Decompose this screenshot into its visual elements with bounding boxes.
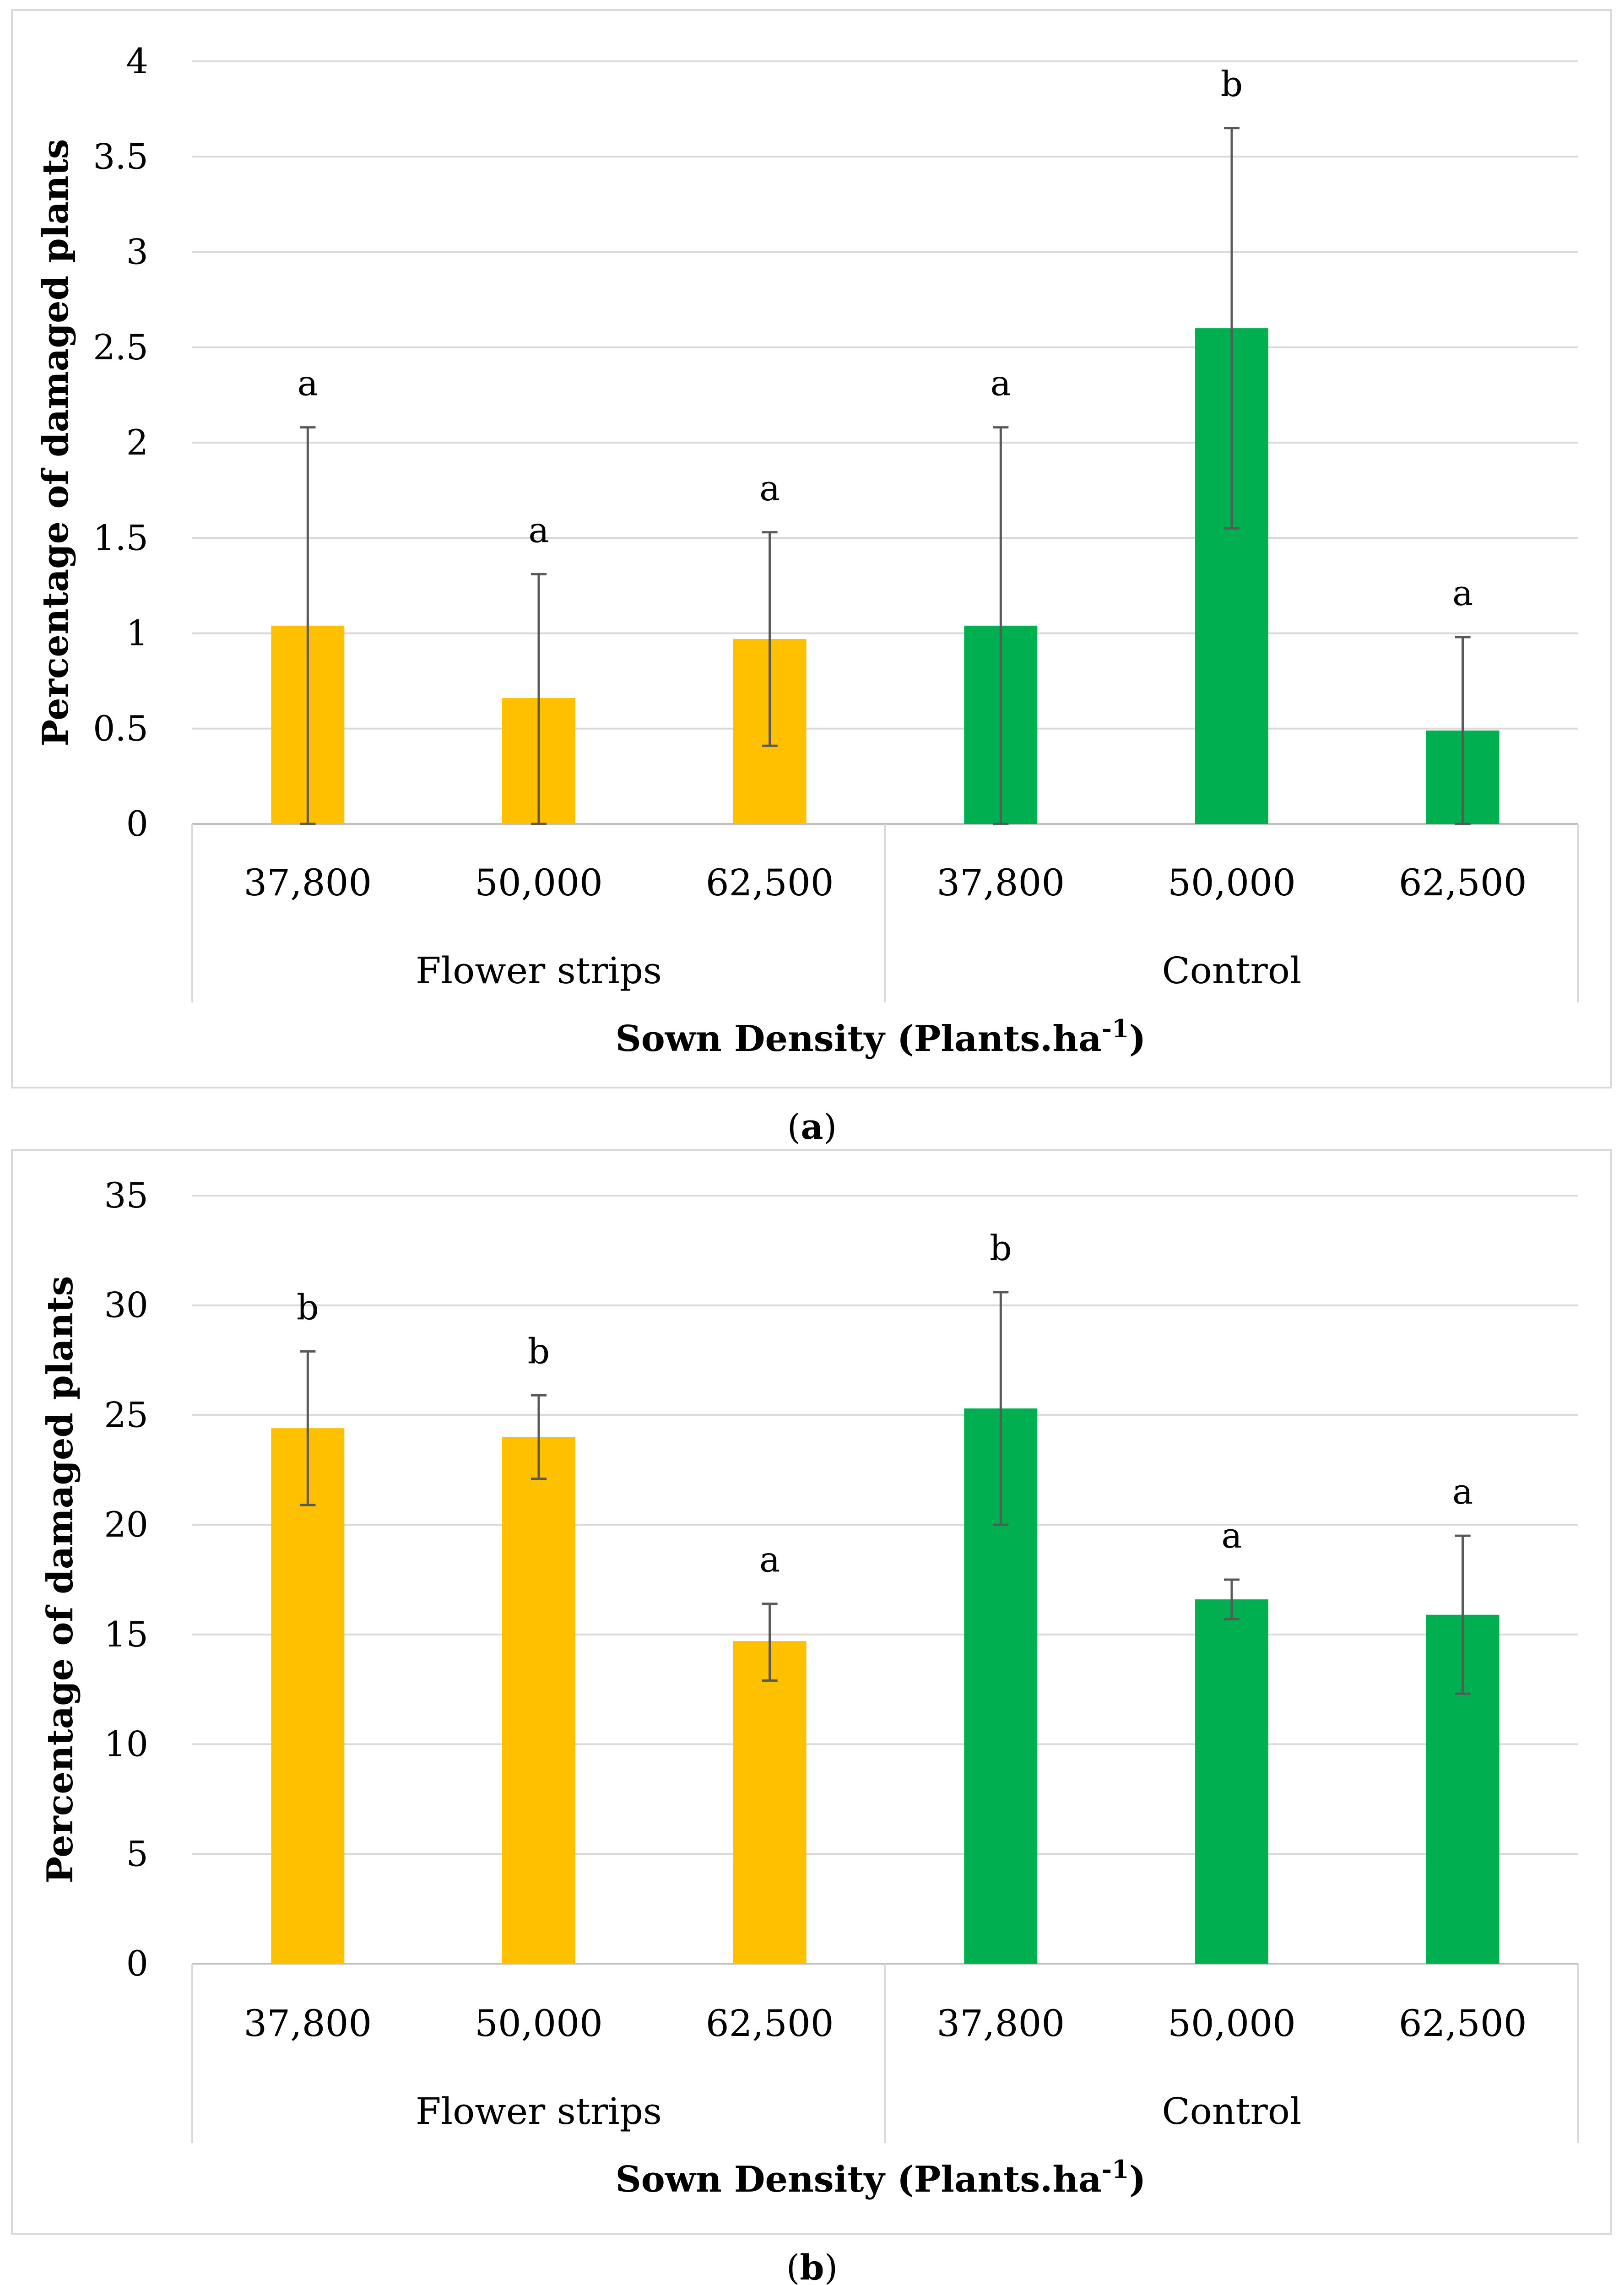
y-tick-label: 30: [104, 1285, 148, 1326]
y-axis-title: Percentage of damaged plants: [35, 139, 76, 746]
x-axis-title: Sown Density (Plants.ha-1): [615, 1014, 1146, 1060]
y-tick-label: 15: [104, 1614, 148, 1655]
significance-label: b: [990, 1228, 1012, 1268]
significance-label: a: [298, 363, 318, 404]
y-tick-label: 25: [104, 1394, 148, 1435]
x-tick-label: 62,500: [706, 861, 834, 904]
x-tick-label: 37,800: [244, 2002, 372, 2045]
group-label: Flower strips: [416, 949, 662, 992]
y-tick-label: 1: [126, 613, 148, 654]
x-tick-label: 50,000: [475, 861, 603, 904]
significance-label: a: [1221, 1515, 1242, 1556]
chart-frame: [11, 9, 1612, 1088]
significance-label: b: [528, 1331, 550, 1371]
panel-b-chart: 0 5 10 15 20 25 30 35 Percentage of damaged plan…: [11, 1149, 1612, 2285]
x-tick-label: 62,500: [1399, 861, 1527, 904]
significance-label: a: [1452, 573, 1473, 613]
x-axis-title-main: Sown Density (Plants.ha: [615, 1018, 1101, 1060]
y-tick-label: 2: [126, 422, 148, 463]
x-tick-label: 50,000: [475, 2002, 603, 2045]
y-tick-label: 1.5: [93, 517, 148, 558]
significance-label: b: [1221, 64, 1243, 104]
bar: [502, 1437, 575, 1964]
panel-caption-letter: a: [801, 1106, 823, 1147]
group-label: Control: [1162, 2090, 1301, 2133]
group-label: Control: [1162, 949, 1301, 992]
y-tick-label: 2.5: [93, 327, 148, 368]
x-tick-label: 37,800: [937, 861, 1065, 904]
y-tick-label: 5: [126, 1833, 148, 1874]
y-tick-label: 35: [104, 1175, 148, 1216]
x-tick-label: 37,800: [937, 2002, 1065, 2045]
y-tick-label: 20: [104, 1504, 148, 1545]
panel-caption: (a): [787, 1106, 837, 1147]
significance-label: a: [528, 509, 549, 550]
significance-label: a: [991, 363, 1011, 404]
y-tick-label: 0: [126, 1943, 148, 1984]
y-tick-label: 0: [126, 803, 148, 844]
y-tick-label: 3.5: [93, 136, 148, 177]
x-axis-title-close: ): [1129, 1018, 1146, 1060]
panel-caption-open: (: [786, 2247, 800, 2285]
chart-frame: [11, 1149, 1612, 2235]
x-axis-title-superscript: -1: [1102, 2155, 1129, 2184]
x-tick-label: 62,500: [1399, 2002, 1527, 2045]
x-axis-title-main: Sown Density (Plants.ha: [615, 2159, 1101, 2200]
y-tick-label: 3: [126, 232, 148, 272]
bar: [271, 1428, 345, 1964]
x-axis-title-close: ): [1129, 2159, 1146, 2200]
bar: [1195, 1599, 1268, 1964]
panel-caption-close: ): [823, 1106, 837, 1147]
x-tick-label: 50,000: [1168, 861, 1296, 904]
x-tick-label: 37,800: [244, 861, 372, 904]
significance-label: a: [1452, 1471, 1473, 1512]
panel-caption: (b): [786, 2247, 838, 2285]
panel-caption-letter: b: [800, 2247, 824, 2285]
significance-label: b: [297, 1287, 319, 1327]
y-tick-label: 4: [126, 41, 148, 81]
bar: [733, 1641, 807, 1964]
panel-caption-open: (: [787, 1106, 801, 1147]
x-tick-label: 50,000: [1168, 2002, 1296, 2045]
panel-caption-close: ): [824, 2247, 838, 2285]
group-label: Flower strips: [416, 2090, 662, 2133]
x-tick-label: 62,500: [706, 2002, 834, 2045]
x-axis-title: Sown Density (Plants.ha-1): [615, 2155, 1146, 2200]
y-axis-title: Percentage of damaged plants: [39, 1276, 81, 1883]
y-tick-label: 0.5: [93, 708, 148, 749]
y-tick-label: 10: [104, 1724, 148, 1765]
significance-label: a: [759, 1539, 780, 1580]
significance-label: a: [759, 468, 780, 509]
x-axis-title-superscript: -1: [1102, 1014, 1129, 1043]
panel-a-chart: 0 0.5 1 1.5 2 2.5 3 3.5 4 Percentage of damaged p…: [11, 9, 1612, 1147]
